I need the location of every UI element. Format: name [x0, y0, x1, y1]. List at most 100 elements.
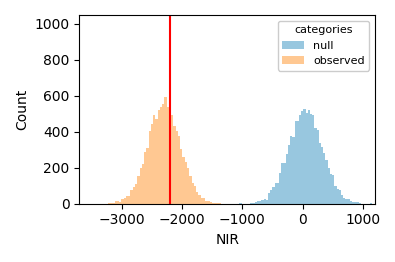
- Bar: [308, 110, 310, 204]
- Bar: [160, 107, 162, 204]
- Bar: [359, 203, 361, 204]
- Bar: [128, 196, 130, 204]
- Bar: [257, 201, 259, 204]
- Bar: [180, 149, 182, 204]
- Bar: [169, 118, 171, 204]
- Bar: [255, 202, 257, 204]
- Bar: [370, 203, 372, 204]
- Bar: [290, 136, 292, 204]
- Bar: [153, 115, 155, 204]
- Bar: [345, 199, 348, 204]
- Bar: [185, 162, 187, 204]
- Bar: [207, 201, 210, 204]
- Bar: [332, 175, 334, 204]
- Bar: [139, 168, 142, 204]
- Bar: [182, 157, 185, 204]
- Bar: [328, 168, 330, 204]
- Bar: [192, 183, 194, 204]
- Bar: [321, 147, 323, 204]
- Bar: [201, 198, 203, 204]
- Bar: [151, 124, 153, 204]
- Bar: [310, 114, 312, 204]
- Bar: [112, 203, 115, 204]
- Bar: [135, 184, 137, 204]
- Bar: [155, 119, 158, 204]
- Bar: [198, 195, 201, 204]
- Bar: [297, 121, 299, 204]
- Bar: [341, 195, 343, 204]
- Bar: [210, 202, 212, 204]
- Bar: [162, 104, 164, 204]
- Bar: [270, 189, 273, 204]
- Bar: [178, 136, 180, 204]
- Bar: [343, 198, 345, 204]
- Bar: [314, 128, 317, 204]
- Bar: [356, 203, 359, 204]
- Bar: [279, 173, 281, 204]
- Bar: [339, 190, 341, 204]
- Bar: [142, 164, 144, 204]
- Bar: [319, 143, 321, 204]
- Bar: [317, 130, 319, 204]
- X-axis label: NIR: NIR: [215, 233, 239, 247]
- Bar: [323, 153, 325, 204]
- Bar: [124, 198, 126, 204]
- Bar: [216, 203, 219, 204]
- Bar: [312, 116, 314, 204]
- Bar: [273, 187, 275, 204]
- Bar: [137, 176, 139, 204]
- Bar: [337, 189, 339, 204]
- Bar: [126, 196, 128, 204]
- Bar: [286, 154, 288, 204]
- Bar: [194, 187, 196, 204]
- Bar: [205, 201, 207, 204]
- Bar: [350, 201, 352, 204]
- Bar: [295, 121, 297, 204]
- Bar: [189, 176, 192, 204]
- Bar: [303, 109, 306, 204]
- Bar: [292, 137, 295, 204]
- Bar: [259, 201, 261, 204]
- Bar: [284, 163, 286, 204]
- Bar: [110, 203, 112, 204]
- Bar: [299, 115, 301, 204]
- Bar: [281, 163, 284, 204]
- Bar: [187, 168, 189, 204]
- Bar: [306, 113, 308, 204]
- Bar: [250, 203, 252, 204]
- Bar: [334, 186, 337, 204]
- Bar: [117, 201, 119, 204]
- Bar: [268, 193, 270, 204]
- Bar: [176, 131, 178, 204]
- Bar: [158, 110, 160, 204]
- Bar: [167, 107, 169, 204]
- Bar: [348, 199, 350, 204]
- Bar: [252, 203, 255, 204]
- Bar: [352, 202, 354, 204]
- Bar: [275, 183, 277, 204]
- Bar: [301, 111, 303, 204]
- Bar: [108, 203, 110, 204]
- Bar: [203, 198, 205, 204]
- Bar: [119, 202, 121, 204]
- Bar: [173, 126, 176, 204]
- Bar: [266, 200, 268, 204]
- Bar: [354, 202, 356, 204]
- Bar: [121, 199, 124, 204]
- Bar: [149, 131, 151, 204]
- Bar: [330, 174, 332, 204]
- Bar: [325, 160, 328, 204]
- Bar: [212, 203, 214, 204]
- Bar: [144, 152, 146, 204]
- Bar: [130, 190, 133, 204]
- Y-axis label: Count: Count: [15, 89, 29, 130]
- Legend: null, observed: null, observed: [278, 20, 369, 70]
- Bar: [214, 203, 216, 204]
- Bar: [288, 145, 290, 204]
- Bar: [277, 183, 279, 204]
- Bar: [261, 200, 263, 204]
- Bar: [219, 203, 221, 204]
- Bar: [196, 192, 198, 204]
- Bar: [239, 203, 242, 204]
- Bar: [263, 199, 266, 204]
